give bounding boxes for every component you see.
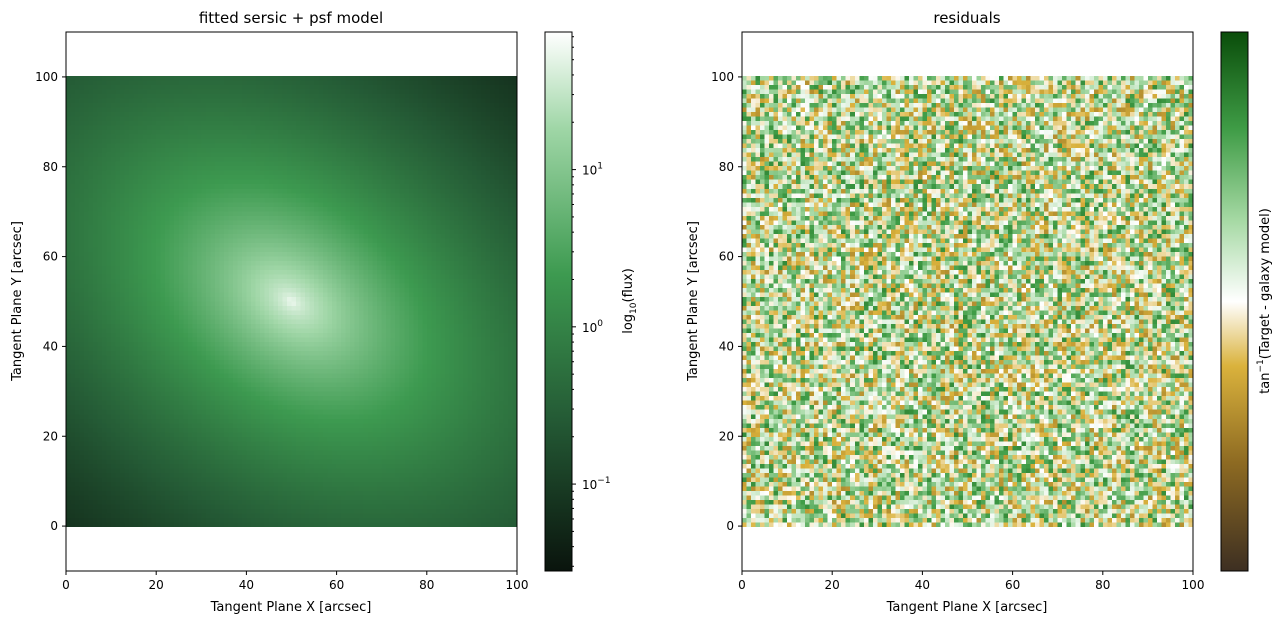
y-tick-label: 80	[43, 160, 58, 174]
model-xlabel: Tangent Plane X [arcsec]	[210, 600, 372, 615]
residual-x-ticks: 0 20 40 60 80 100	[738, 571, 1204, 592]
y-tick-label: 100	[35, 70, 58, 84]
x-tick-label: 60	[329, 578, 344, 592]
colorbar-tick-label: 100	[582, 319, 603, 335]
residual-y-ticks: 0 20 40 60 80 100	[711, 70, 742, 533]
residual-panel: residuals 0 20 40 60 80 100 0 20 40 60 80 100 Tang…	[686, 9, 1273, 615]
model-panel: fitted sersic + psf model 0 20 40 60 80 100 0…	[10, 9, 639, 615]
y-tick-label: 60	[43, 250, 58, 264]
residual-colorbar-label-sup: −1	[1256, 359, 1266, 372]
x-tick-label: 0	[62, 578, 70, 592]
residual-ylabel: Tangent Plane Y [arcsec]	[686, 221, 701, 382]
x-tick-label: 40	[915, 578, 930, 592]
y-tick-label: 0	[726, 519, 734, 533]
x-tick-label: 20	[825, 578, 840, 592]
y-tick-label: 80	[719, 160, 734, 174]
model-colorbar-label-base: log	[621, 314, 636, 334]
x-tick-label: 80	[1095, 578, 1110, 592]
y-tick-label: 0	[50, 519, 58, 533]
residual-title: residuals	[933, 9, 1000, 27]
model-heatmap	[66, 76, 517, 527]
y-tick-label: 100	[711, 70, 734, 84]
model-ylabel: Tangent Plane Y [arcsec]	[10, 221, 25, 382]
model-colorbar-ticks: 10−1 100 101	[572, 36, 611, 567]
x-tick-label: 80	[419, 578, 434, 592]
residual-colorbar-label-pre: tan	[1258, 373, 1273, 394]
x-tick-label: 20	[149, 578, 164, 592]
residual-colorbar	[1220, 31, 1249, 572]
model-colorbar	[544, 31, 573, 572]
residual-heatmap	[742, 76, 1193, 527]
y-tick-label: 40	[719, 339, 734, 353]
x-tick-label: 40	[239, 578, 254, 592]
residual-image	[742, 76, 1193, 527]
model-image	[66, 76, 517, 527]
model-y-ticks: 0 20 40 60 80 100	[35, 70, 66, 533]
x-tick-label: 100	[506, 578, 529, 592]
residual-colorbar-label-rest: (Target - galaxy model)	[1258, 208, 1273, 359]
y-tick-label: 60	[719, 250, 734, 264]
model-colorbar-label-sub: 10	[629, 302, 639, 314]
model-colorbar-label-rest: (flux)	[621, 268, 636, 302]
y-tick-label: 20	[719, 429, 734, 443]
residual-xlabel: Tangent Plane X [arcsec]	[886, 600, 1048, 615]
x-tick-label: 60	[1005, 578, 1020, 592]
x-tick-label: 100	[1182, 578, 1205, 592]
residual-axes-frame	[741, 31, 1194, 572]
model-axes-frame	[65, 31, 518, 572]
colorbar-tick-label: 10−1	[582, 476, 611, 492]
x-tick-label: 0	[738, 578, 746, 592]
model-colorbar-label: log10(flux)	[621, 268, 639, 334]
residual-colorbar-label: tan−1(Target - galaxy model)	[1256, 208, 1273, 394]
colorbar-tick-label: 101	[582, 162, 603, 178]
model-x-ticks: 0 20 40 60 80 100	[62, 571, 528, 592]
model-title: fitted sersic + psf model	[199, 9, 383, 27]
y-tick-label: 40	[43, 339, 58, 353]
y-tick-label: 20	[43, 429, 58, 443]
